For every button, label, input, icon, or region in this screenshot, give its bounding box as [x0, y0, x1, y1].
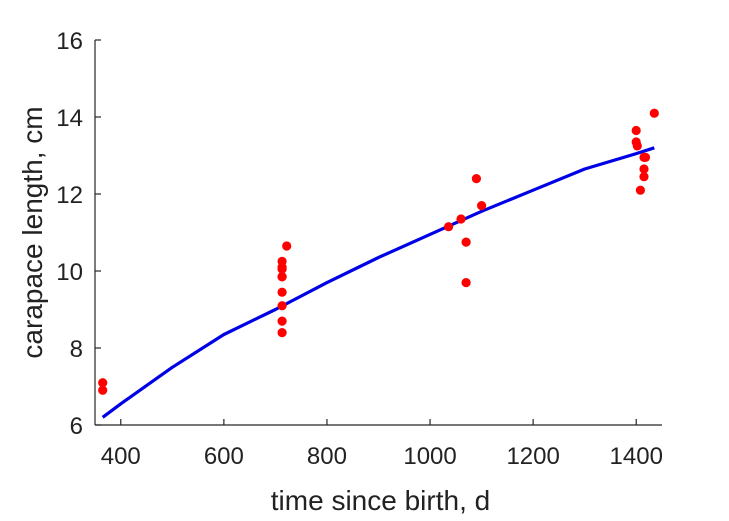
- data-point: [444, 222, 454, 232]
- data-point: [631, 125, 641, 136]
- x-tick-label: 600: [204, 443, 244, 470]
- data-point: [277, 264, 287, 274]
- data-point: [282, 241, 292, 251]
- x-tick-label: 1000: [403, 443, 456, 470]
- data-point: [456, 214, 466, 224]
- data-point: [98, 385, 108, 395]
- axes: [94, 40, 662, 426]
- x-tick-label: 1400: [610, 443, 663, 470]
- points-layer: [98, 108, 659, 395]
- y-tick-label: 14: [56, 105, 83, 132]
- data-point: [649, 108, 659, 118]
- y-tick-label: 12: [56, 182, 83, 209]
- ticks: 400 600 800 1000 1200 1400 6 8 10 12 14 16: [56, 28, 663, 470]
- data-point: [277, 316, 287, 326]
- data-point: [471, 174, 481, 184]
- y-tick-label: 16: [56, 28, 83, 55]
- data-point: [639, 164, 649, 174]
- data-point: [640, 152, 651, 162]
- x-tick-label: 800: [307, 443, 347, 470]
- x-tick-label: 400: [101, 443, 141, 470]
- x-tick-label: 1200: [506, 443, 559, 470]
- data-point: [632, 141, 642, 151]
- data-point: [277, 272, 287, 282]
- y-tick-label: 8: [70, 336, 83, 363]
- data-point: [461, 278, 471, 288]
- data-point: [277, 287, 287, 297]
- y-tick-label: 6: [70, 413, 83, 440]
- data-point: [277, 328, 287, 338]
- y-axis-label: carapace length, cm: [17, 106, 48, 358]
- data-point: [461, 237, 471, 247]
- data-point: [98, 378, 108, 388]
- fit-layer: [101, 146, 655, 419]
- data-point: [635, 185, 646, 195]
- y-tick-label: 10: [56, 259, 83, 286]
- data-point: [277, 301, 287, 311]
- data-point: [477, 201, 487, 211]
- fit-curve: [101, 146, 655, 419]
- data-point: [639, 172, 649, 182]
- x-axis-label: time since birth, d: [271, 485, 490, 516]
